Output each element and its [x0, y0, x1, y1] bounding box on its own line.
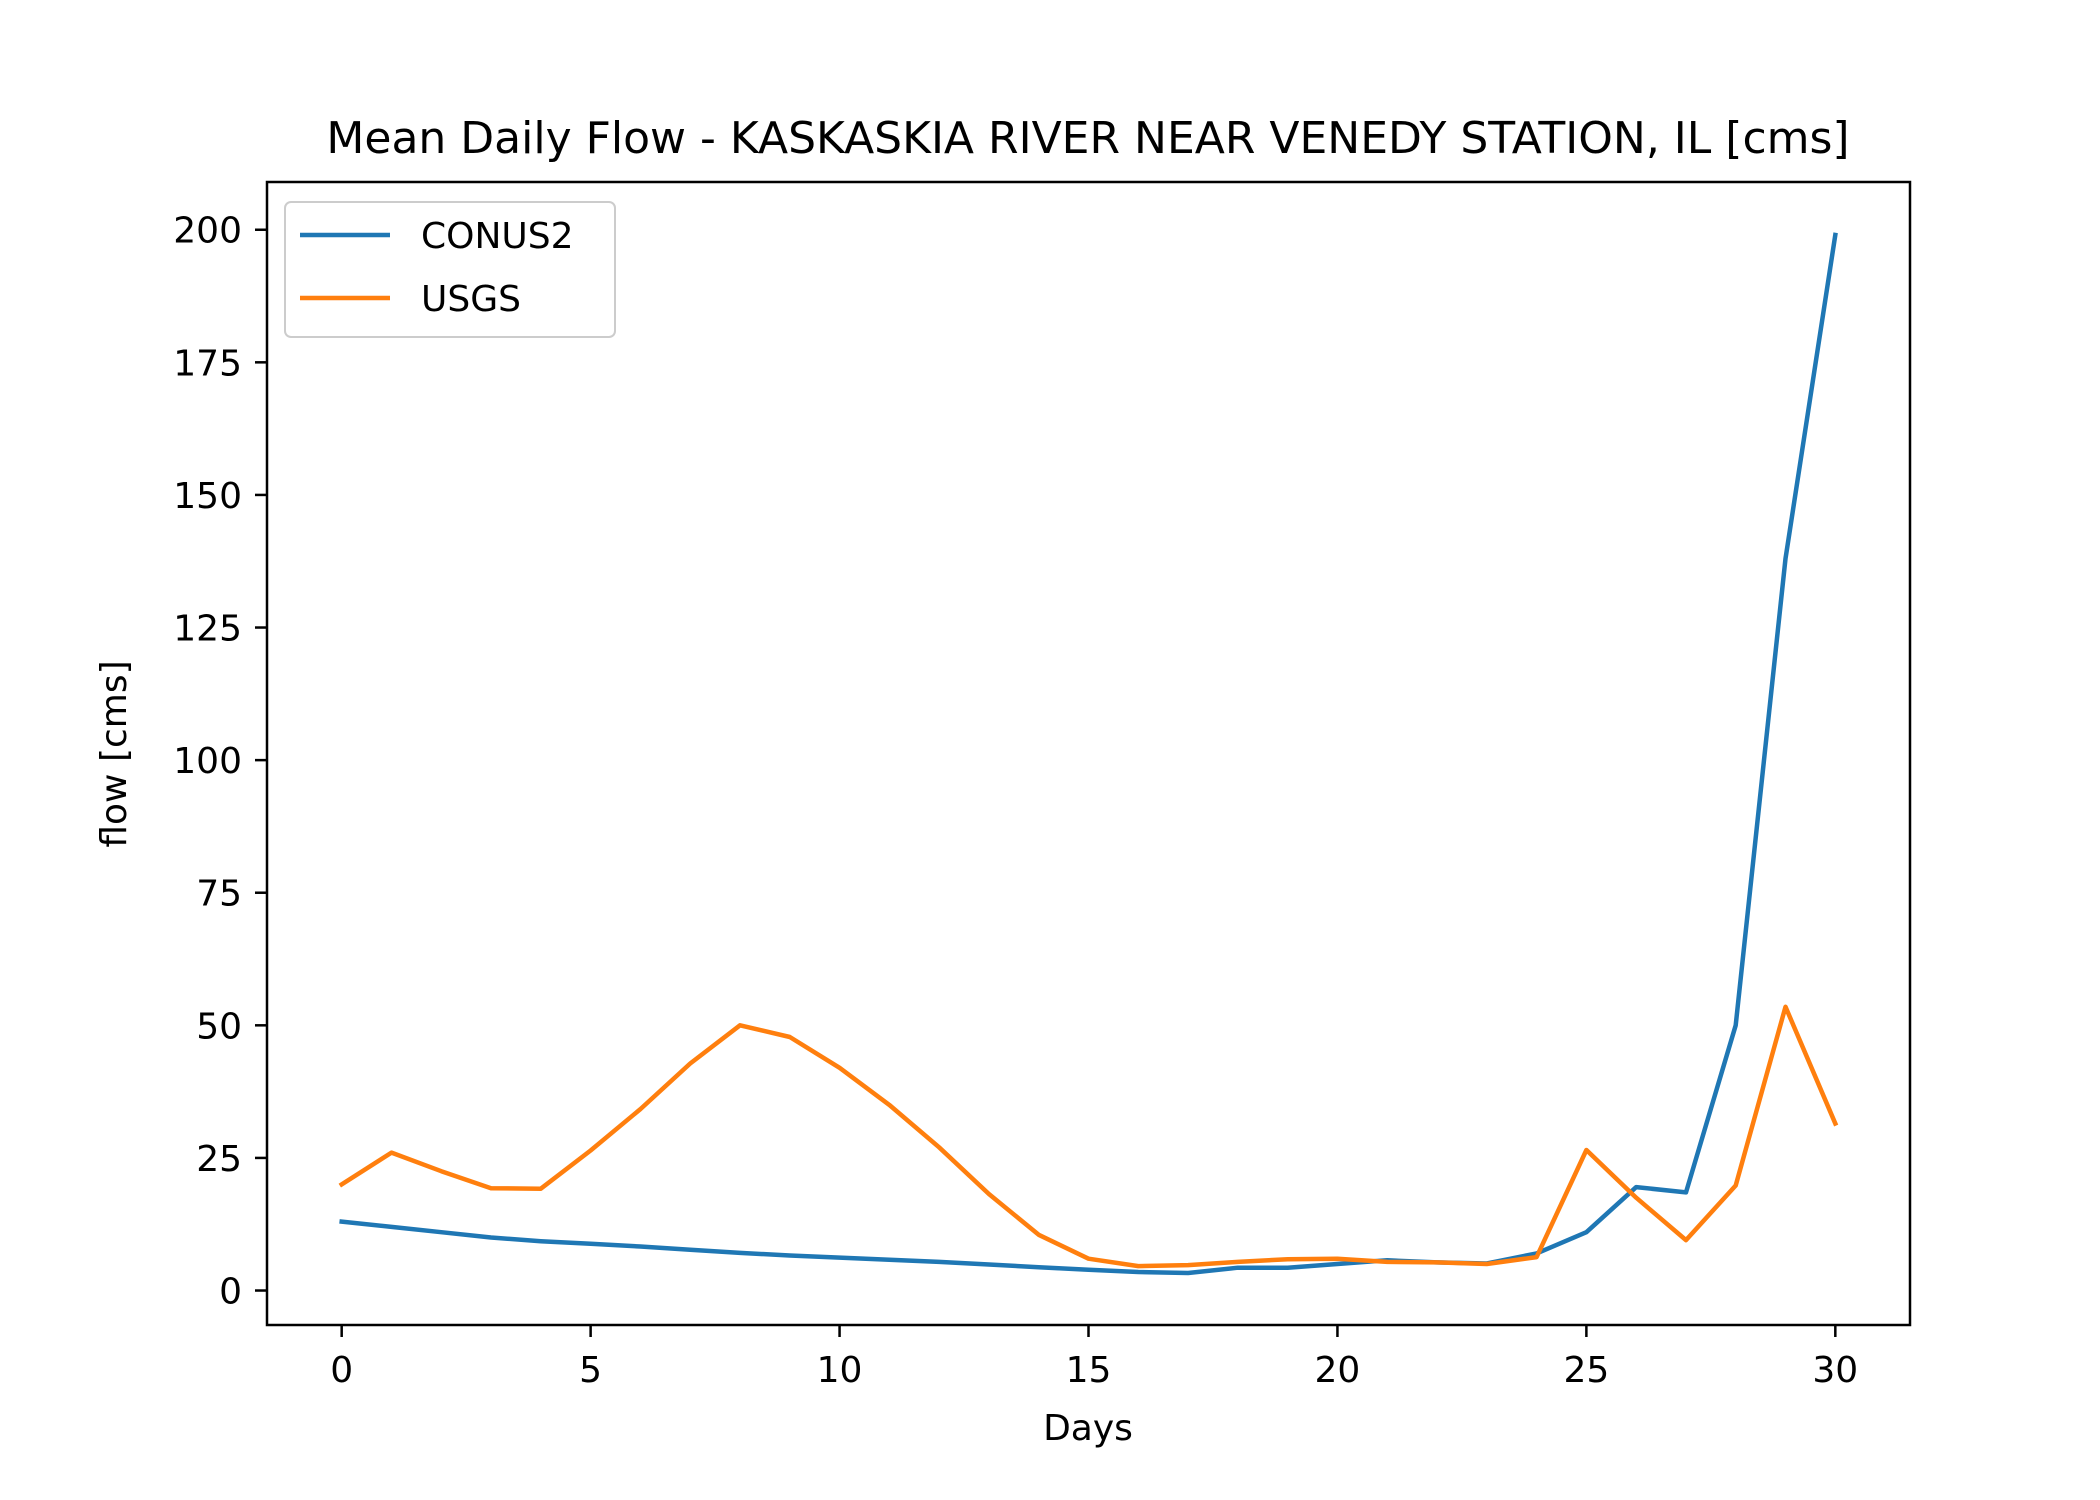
x-tick-label: 30	[1812, 1350, 1858, 1391]
y-tick-label: 50	[196, 1006, 242, 1047]
y-axis-label: flow [cms]	[94, 660, 135, 847]
y-tick-label: 100	[173, 741, 242, 782]
series-line-conus2	[339, 232, 1838, 1276]
x-tick-label: 10	[817, 1350, 863, 1391]
x-tick-label: 25	[1563, 1350, 1609, 1391]
y-tick-label: 200	[173, 211, 242, 252]
x-axis: 0 5 10 15 20 25 30	[330, 1325, 1858, 1391]
plot-frame	[265, 180, 1912, 1327]
x-tick-label: 0	[330, 1350, 353, 1391]
y-tick-label: 25	[196, 1139, 242, 1180]
legend-label-usgs: USGS	[421, 279, 521, 320]
x-axis-label: Days	[1043, 1408, 1133, 1449]
chart-title: Mean Daily Flow - KASKASKIA RIVER NEAR V…	[326, 113, 1849, 164]
series-line-usgs	[338, 1004, 1839, 1269]
legend: CONUS2 USGS	[284, 201, 616, 338]
y-tick-label: 0	[219, 1272, 242, 1313]
x-tick-label: 15	[1066, 1350, 1112, 1391]
plot-area	[265, 180, 1912, 1327]
y-tick-label: 75	[196, 874, 242, 915]
y-tick-label: 125	[173, 609, 242, 650]
series-layer	[338, 232, 1839, 1276]
y-tick-label: 150	[173, 476, 242, 517]
x-tick-label: 20	[1315, 1350, 1361, 1391]
y-tick-label: 175	[173, 343, 242, 384]
x-tick-label: 5	[579, 1350, 602, 1391]
legend-label-conus2: CONUS2	[421, 216, 574, 257]
y-axis: 0 25 50 75 100 125 150 175 200	[173, 211, 267, 1313]
